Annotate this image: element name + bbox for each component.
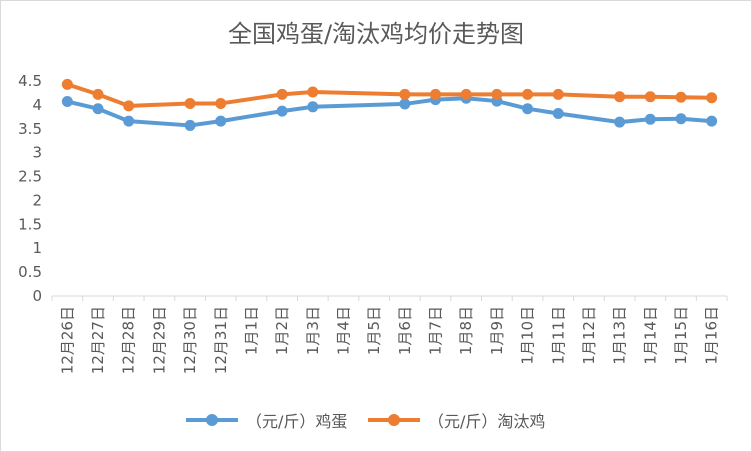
data-point-0[interactable] [184,119,196,131]
x-tick-label: 1月3日 [304,306,322,355]
x-tick-label: 12月30日 [181,306,199,374]
data-point-0[interactable] [706,115,718,127]
x-tick-label: 1月4日 [334,306,352,355]
data-point-1[interactable] [644,91,656,103]
data-point-1[interactable] [399,88,411,100]
chart-title: 全国鸡蛋/淘汰鸡均价走势图 [227,20,525,48]
data-point-0[interactable] [399,98,411,110]
y-tick-label: 0.5 [18,263,42,281]
x-tick-label: 12月29日 [150,306,168,374]
y-tick-label: 4 [32,96,42,114]
data-point-1[interactable] [276,88,288,100]
data-point-1[interactable] [522,88,534,100]
x-tick-label: 1月10日 [519,306,537,365]
legend-item-culled-hen[interactable]: （元/斤）淘汰鸡 [368,408,545,432]
y-tick-label: 1 [32,239,42,257]
data-point-0[interactable] [123,115,135,127]
data-point-0[interactable] [307,101,319,113]
legend-label-culled-hen: （元/斤）淘汰鸡 [428,412,546,431]
data-point-1[interactable] [706,92,718,104]
x-tick-label: 1月2日 [273,306,291,355]
y-tick-label: 0 [32,287,42,305]
x-tick-label: 1月1日 [242,306,260,355]
data-point-1[interactable] [614,91,626,103]
x-tick-label: 1月6日 [396,306,414,355]
data-point-1[interactable] [61,78,73,90]
x-tick-label: 1月14日 [641,306,659,365]
legend-item-egg[interactable]: （元/斤）鸡蛋 [186,408,347,432]
y-tick-label: 3 [32,144,42,162]
x-tick-label: 1月15日 [672,306,690,365]
data-point-1[interactable] [92,88,104,100]
data-point-1[interactable] [215,97,227,109]
data-point-1[interactable] [552,88,564,100]
data-point-1[interactable] [307,86,319,98]
x-tick-label: 1月16日 [703,306,721,365]
x-tick-label: 1月9日 [488,306,506,355]
y-tick-label: 2 [32,191,42,209]
data-point-0[interactable] [215,115,227,127]
data-point-0[interactable] [614,116,626,128]
x-tick-label: 12月27日 [89,306,107,374]
x-tick-label: 1月5日 [365,306,383,355]
legend-label-egg: （元/斤）鸡蛋 [246,412,348,431]
data-point-1[interactable] [675,91,687,103]
data-point-0[interactable] [644,113,656,125]
legend: （元/斤）鸡蛋 （元/斤）淘汰鸡 [0,408,752,432]
data-point-1[interactable] [430,88,442,100]
x-tick-label: 12月31日 [212,306,230,374]
data-point-1[interactable] [491,88,503,100]
data-point-0[interactable] [61,96,73,108]
x-tick-label: 12月28日 [120,306,138,374]
data-point-0[interactable] [276,105,288,117]
y-tick-label: 1.5 [18,215,42,233]
data-point-1[interactable] [123,100,135,112]
x-tick-label: 1月13日 [611,306,629,365]
x-tick-label: 1月11日 [549,306,567,365]
legend-marker-culled-hen [368,414,420,426]
x-tick-label: 1月7日 [427,306,445,355]
data-point-0[interactable] [92,103,104,115]
x-tick-label: 12月26日 [58,306,76,374]
data-point-0[interactable] [522,103,534,115]
legend-marker-egg [186,414,238,426]
data-point-0[interactable] [552,107,564,119]
y-tick-label: 2.5 [18,168,42,186]
x-tick-label: 1月8日 [457,306,475,355]
x-tick-label: 1月12日 [580,306,598,365]
data-point-1[interactable] [184,97,196,109]
data-point-1[interactable] [460,88,472,100]
y-tick-label: 4.5 [18,72,42,90]
y-tick-label: 3.5 [18,120,42,138]
data-point-0[interactable] [675,113,687,125]
